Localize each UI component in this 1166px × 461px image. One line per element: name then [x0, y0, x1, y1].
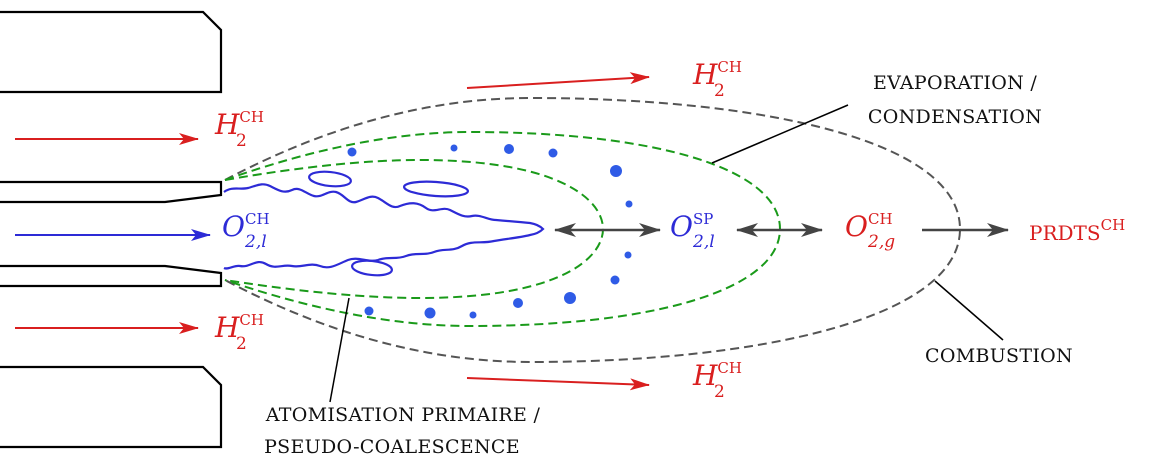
evaporation-label-line2: CONDENSATION: [868, 106, 1042, 128]
droplet: [513, 298, 523, 308]
flow-arrows: [15, 72, 1009, 391]
droplet: [610, 275, 620, 285]
combustion-leader: [934, 280, 1004, 341]
species-labels: HCH 2 HCH 2 OCH 2,l OSP 2,l OCH 2,g PRDTSCH H…: [214, 58, 1125, 402]
h2-label-bottom-out: HCH 2: [692, 359, 742, 402]
leader-lines: [329, 104, 1004, 403]
lower-lip: [0, 264, 223, 288]
evaporation-leader: [711, 104, 849, 164]
atomisation-leader: [329, 297, 350, 403]
lower-outer-wall: [0, 365, 223, 449]
upper-outer-wall: [0, 10, 223, 94]
atomisation-label-line1: ATOMISATION PRIMAIRE /: [265, 404, 541, 426]
h2-label-bottom-in: HCH 2: [214, 311, 264, 354]
droplet: [624, 251, 632, 259]
droplet: [625, 200, 633, 208]
upper-lip: [0, 180, 223, 204]
liquid-blob-3: [350, 259, 394, 277]
liquid-blob-1: [308, 170, 352, 188]
h2-outflow-arrow-bottom: [466, 377, 650, 391]
evaporation-label-line1: EVAPORATION /: [873, 72, 1037, 94]
o2-spray-label: OSP 2,l: [670, 210, 715, 252]
h2-label-top-in: HCH 2: [214, 108, 264, 151]
injector-walls: [0, 10, 223, 449]
liquid-blob-2: [402, 180, 470, 198]
droplet: [450, 144, 458, 152]
droplet: [610, 165, 622, 177]
droplet: [469, 311, 477, 319]
o2-liquid-label: OCH 2,l: [222, 210, 270, 252]
o2-gas-label: OCH 2,g: [845, 210, 895, 252]
droplet: [424, 307, 436, 319]
h2-outflow-arrow-top: [466, 72, 650, 89]
products-label: PRDTSCH: [1029, 216, 1125, 245]
droplet: [564, 292, 576, 304]
combustion-label: COMBUSTION: [925, 345, 1073, 367]
h2-label-top-out: HCH 2: [692, 58, 742, 101]
droplets: [347, 144, 633, 319]
atomisation-envelope: [224, 158, 605, 300]
liquid-core: [223, 170, 545, 277]
droplet: [548, 148, 558, 158]
liquid-core-outline: [223, 183, 545, 270]
droplet: [364, 306, 374, 316]
atomisation-label-line2: PSEUDO-COALESCENCE: [264, 436, 520, 458]
process-labels: EVAPORATION / CONDENSATION COMBUSTION AT…: [264, 72, 1073, 458]
droplet: [504, 144, 514, 154]
evaporation-envelope: [224, 130, 782, 328]
droplet: [347, 147, 357, 157]
